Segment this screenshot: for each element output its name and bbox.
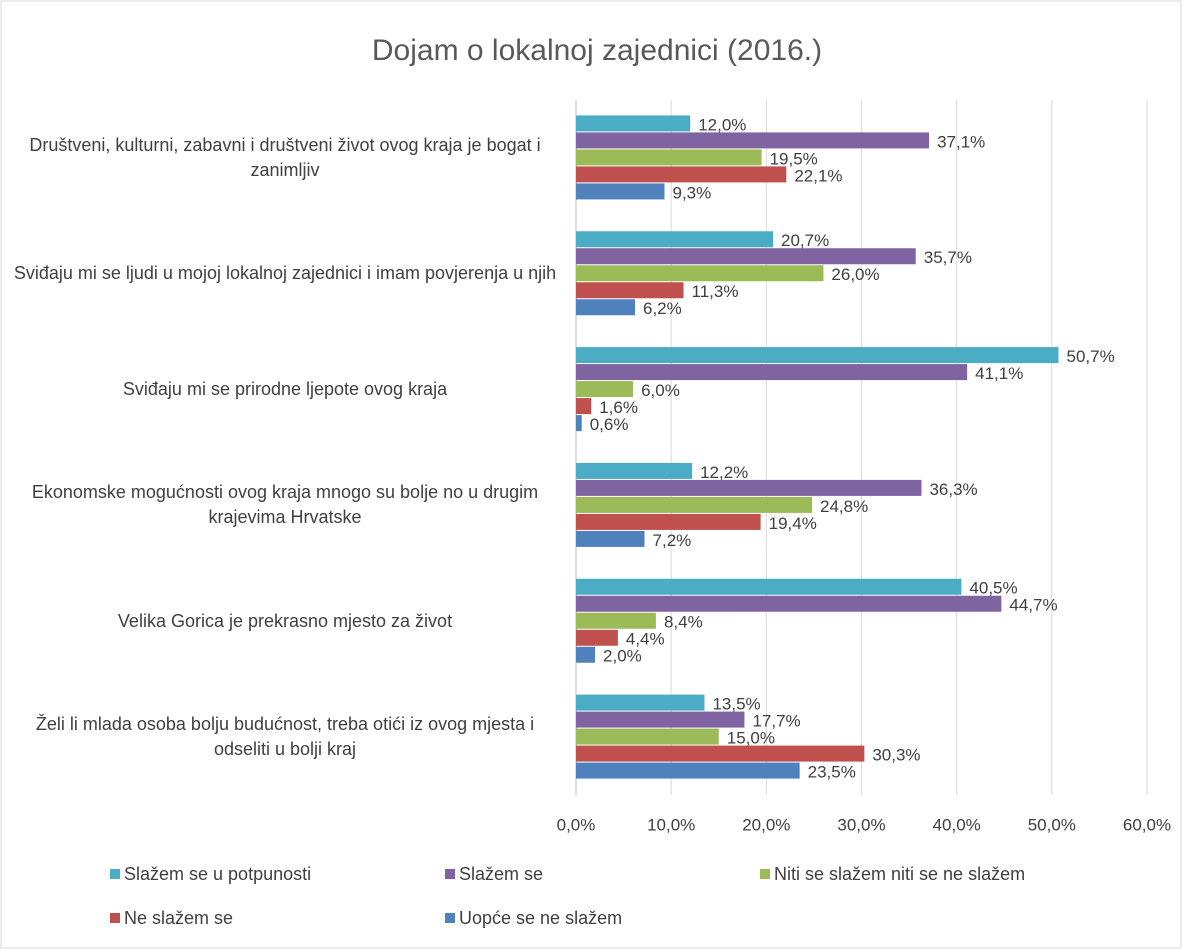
data-label: 0,6% (590, 415, 629, 434)
data-label: 40,5% (969, 579, 1017, 598)
bar (576, 496, 813, 513)
legend-swatch (445, 913, 455, 923)
data-label: 44,7% (1009, 596, 1057, 615)
data-label: 37,1% (937, 132, 985, 151)
bar (576, 612, 656, 629)
data-label: 19,5% (770, 149, 818, 168)
data-label: 23,5% (808, 763, 856, 782)
bar (576, 462, 693, 479)
data-label: 17,7% (752, 712, 800, 731)
data-label: 19,4% (769, 514, 817, 533)
bar (576, 132, 930, 149)
x-tick-label: 50,0% (1028, 815, 1076, 834)
category-label: Sviđaju mi se prirodne ljepote ovog kraj… (122, 379, 448, 400)
bar (576, 231, 773, 248)
bar (576, 166, 787, 183)
bar (576, 513, 761, 530)
bar (576, 248, 916, 265)
bar (576, 629, 618, 646)
x-tick-label: 0,0% (557, 815, 596, 834)
data-label: 8,4% (664, 613, 703, 632)
legend-label: Uopće se ne slažem (459, 908, 622, 928)
bar (576, 149, 762, 166)
bar (576, 183, 665, 200)
data-label: 6,2% (643, 299, 682, 318)
x-tick-label: 40,0% (933, 815, 981, 834)
legend-swatch (760, 869, 770, 879)
data-label: 35,7% (924, 248, 972, 267)
bar (576, 398, 592, 415)
category-label: Želi li mlada osoba bolju budućnost, tre… (35, 714, 535, 760)
data-label: 26,0% (831, 265, 879, 284)
bar (576, 299, 636, 316)
data-label: 20,7% (781, 231, 829, 250)
bar (576, 578, 962, 595)
x-tick-label: 10,0% (647, 815, 695, 834)
x-tick-label: 30,0% (837, 815, 885, 834)
data-label: 2,0% (603, 647, 642, 666)
bar (576, 347, 1059, 364)
data-label: 13,5% (712, 695, 760, 714)
data-label: 50,7% (1066, 347, 1114, 366)
data-label: 12,2% (700, 463, 748, 482)
category-label: Društveni, kulturni, zabavni i društveni… (29, 134, 541, 180)
bar (576, 694, 705, 711)
data-label: 7,2% (653, 531, 692, 550)
data-label: 9,3% (673, 183, 712, 202)
category-label: Velika Gorica je prekrasno mjesto za živ… (117, 610, 453, 631)
bar (576, 415, 582, 432)
bar (576, 381, 634, 398)
x-tick-label: 20,0% (742, 815, 790, 834)
legend-label: Ne slažem se (124, 908, 233, 928)
chart-title: Dojam o lokalnoj zajednici (2016.) (372, 34, 822, 67)
bar (576, 479, 922, 496)
data-label: 22,1% (794, 166, 842, 185)
legend-label: Niti se slažem niti se ne slažem (774, 864, 1025, 884)
bar (576, 595, 1002, 612)
bar (576, 265, 824, 282)
bar (576, 646, 596, 663)
data-label: 12,0% (698, 115, 746, 134)
bar (576, 282, 684, 299)
legend-swatch (445, 869, 455, 879)
legend-label: Slažem se (459, 864, 543, 884)
data-label: 11,3% (692, 282, 739, 301)
bar (576, 711, 745, 728)
bar (576, 745, 865, 762)
category-label: Ekonomske mogućnosti ovog kraja mnogo su… (31, 482, 539, 528)
bar (576, 762, 800, 779)
data-label: 30,3% (872, 746, 920, 765)
data-label: 24,8% (820, 497, 868, 516)
legend-swatch (110, 869, 120, 879)
legend-label: Slažem se u potpunosti (124, 864, 311, 884)
x-tick-label: 60,0% (1123, 815, 1171, 834)
bar (576, 728, 719, 745)
category-label: Sviđaju mi se ljudi u mojoj lokalnoj zaj… (13, 263, 557, 284)
data-label: 41,1% (975, 364, 1023, 383)
legend-swatch (110, 913, 120, 923)
data-label: 1,6% (599, 398, 638, 417)
data-label: 15,0% (727, 729, 775, 748)
data-label: 4,4% (626, 630, 665, 649)
data-label: 6,0% (641, 381, 680, 400)
bar (576, 364, 968, 381)
bar (576, 530, 645, 547)
bar (576, 115, 691, 132)
data-label: 36,3% (929, 480, 977, 499)
